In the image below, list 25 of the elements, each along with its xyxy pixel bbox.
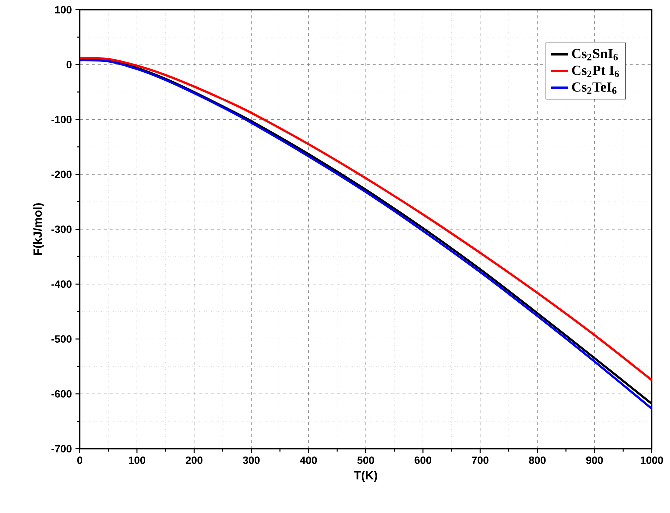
x-tick-label: 300 bbox=[243, 456, 260, 464]
x-tick-label: 900 bbox=[586, 456, 604, 464]
y-tick-label: -100 bbox=[52, 116, 72, 124]
y-tick-label: 100 bbox=[55, 6, 72, 14]
x-tick-label: 500 bbox=[358, 456, 374, 464]
legend-label: Cs$_{2}$TeI$_{6}$ bbox=[572, 82, 617, 94]
legend-label: Cs$_{2}$Pt I$_{6}$ bbox=[572, 66, 620, 78]
y-axis-title: F(kJ/mol) bbox=[33, 204, 44, 256]
y-tick-label: -600 bbox=[52, 390, 72, 398]
legend-label: Cs$_{2}$SnI$_{6}$ bbox=[572, 49, 618, 61]
x-tick-label: 400 bbox=[300, 456, 318, 464]
x-tick-label: 200 bbox=[186, 456, 203, 464]
x-axis-title: T(K) bbox=[354, 471, 378, 482]
x-tick-label: 1000 bbox=[641, 456, 664, 464]
y-tick-label: -500 bbox=[52, 336, 72, 343]
x-tick-label: 0 bbox=[78, 456, 82, 464]
x-tick-label: 100 bbox=[129, 456, 146, 464]
y-tick-label: -700 bbox=[52, 445, 72, 453]
y-tick-label: -400 bbox=[52, 280, 72, 288]
y-tick-label: -300 bbox=[52, 226, 72, 234]
y-tick-label: 0 bbox=[66, 61, 72, 69]
x-tick-label: 700 bbox=[472, 456, 489, 464]
x-tick-label: 800 bbox=[529, 456, 546, 464]
y-tick-label: -200 bbox=[52, 170, 72, 178]
x-tick-label: 600 bbox=[414, 456, 432, 464]
